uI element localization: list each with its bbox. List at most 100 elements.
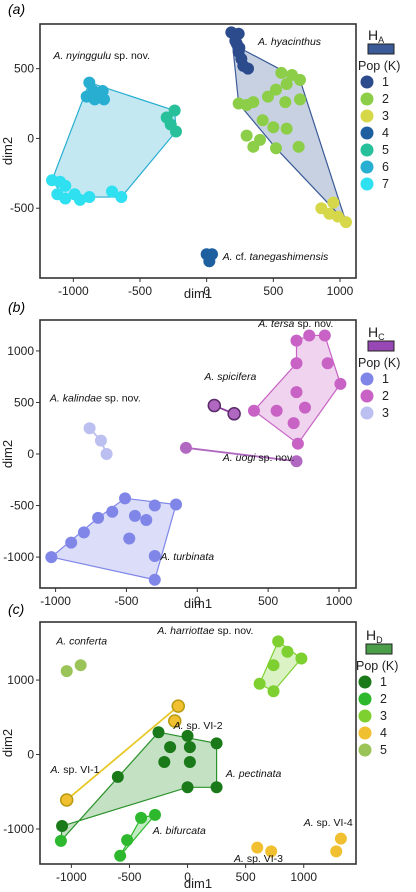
x-axis-title: dim1 xyxy=(184,596,212,611)
y-tick-label: -1000 xyxy=(3,822,34,836)
y-axis-title: dim2 xyxy=(0,729,15,757)
data-point xyxy=(83,191,96,204)
legend-swatch xyxy=(367,43,395,55)
data-point xyxy=(54,834,67,847)
data-point xyxy=(119,492,132,505)
data-point xyxy=(148,573,161,586)
data-point xyxy=(262,90,274,103)
legend-entry: 7 xyxy=(382,177,389,191)
data-point xyxy=(210,737,223,750)
x-tick-label: 500 xyxy=(258,594,278,608)
x-tick-label: 500 xyxy=(236,870,256,884)
data-point xyxy=(287,417,300,430)
data-point xyxy=(207,398,222,413)
x-tick-label: 0 xyxy=(184,870,191,884)
data-point xyxy=(280,122,293,135)
y-tick-label: 1000 xyxy=(7,344,34,358)
data-point xyxy=(295,652,308,665)
data-point xyxy=(292,140,305,153)
legend-marker xyxy=(358,692,372,706)
data-point xyxy=(340,216,352,229)
legend-entry: 4 xyxy=(380,726,387,740)
legend-marker xyxy=(360,389,374,403)
data-point xyxy=(77,526,90,539)
data-point xyxy=(94,434,107,447)
data-point xyxy=(158,755,171,768)
species-annotation: A. spicifera xyxy=(203,371,256,383)
data-point xyxy=(56,820,69,833)
data-point xyxy=(230,37,243,50)
y-tick-label: -500 xyxy=(10,499,34,513)
species-annotation: A. bifurcata xyxy=(152,825,206,837)
panel-label: (b) xyxy=(8,299,25,315)
legend-marker xyxy=(360,143,374,157)
data-point xyxy=(111,770,124,783)
y-tick-label: -500 xyxy=(10,201,34,215)
legend-marker xyxy=(360,126,374,140)
data-point xyxy=(294,93,306,106)
data-point xyxy=(267,685,280,698)
data-point xyxy=(270,83,282,96)
data-point xyxy=(74,659,87,672)
legend-swatch xyxy=(367,340,395,352)
legend: HA Pop (K) 1 2 3 4 5 6 7 xyxy=(358,27,400,191)
data-point xyxy=(181,781,194,794)
legend: HD Pop (K) 1 2 3 4 5 xyxy=(356,627,398,757)
data-point xyxy=(114,849,127,862)
data-point xyxy=(334,377,347,390)
y-tick-label: -1000 xyxy=(3,550,34,564)
legend-pop-label: Pop (K) xyxy=(356,659,398,673)
data-point xyxy=(135,811,148,824)
data-point xyxy=(247,404,260,417)
data-point xyxy=(59,793,74,807)
x-axis-title: dim1 xyxy=(184,286,212,301)
data-point xyxy=(279,96,292,109)
x-tick-label: 0 xyxy=(203,284,210,298)
x-tick-label: 1000 xyxy=(290,870,317,884)
species-annotation: A. sp. VI-4 xyxy=(303,817,353,829)
data-point xyxy=(171,699,185,713)
data-point xyxy=(179,441,192,454)
data-point xyxy=(148,550,161,563)
panel-3: (c) -1000 -500 0 500 1000 -1000 0 1000 dim1 dim2 A.… xyxy=(0,601,398,891)
x-tick-label: 0 xyxy=(194,594,201,608)
species-annotation: A. sp. VI-3 xyxy=(233,853,283,865)
species-annotation: A. tersa sp. nov. xyxy=(257,318,333,330)
data-point xyxy=(60,665,73,678)
data-point xyxy=(270,142,282,155)
data-point xyxy=(247,96,260,109)
x-axis-title: dim1 xyxy=(184,876,212,891)
x-tick-label: 500 xyxy=(263,284,283,298)
x-tick-label: 1000 xyxy=(326,594,353,608)
x-tick-label: -500 xyxy=(128,284,152,298)
x-tick-label: -1000 xyxy=(56,870,87,884)
legend-entry: 2 xyxy=(380,692,387,706)
data-point xyxy=(149,808,162,821)
plot-frame xyxy=(39,23,357,279)
legend-pop-label: Pop (K) xyxy=(358,356,400,370)
legend-marker xyxy=(358,743,372,757)
y-tick-label: 0 xyxy=(27,748,34,762)
legend-marker xyxy=(360,406,374,420)
data-point xyxy=(290,386,303,399)
data-point xyxy=(275,66,288,79)
panel-label: (c) xyxy=(8,601,24,617)
legend-marker xyxy=(360,92,374,106)
legend-entry: 2 xyxy=(382,92,389,106)
legend-entry: 1 xyxy=(380,675,387,689)
y-tick-label: 0 xyxy=(27,131,34,145)
data-point xyxy=(59,179,72,192)
y-tick-label: 0 xyxy=(27,447,34,461)
x-tick-label: -1000 xyxy=(58,284,89,298)
data-point xyxy=(183,741,196,754)
data-point xyxy=(98,93,110,106)
data-point xyxy=(128,509,141,522)
species-annotation: A. cf. tanegashimensis xyxy=(222,251,329,263)
data-point xyxy=(270,404,283,417)
data-point xyxy=(290,334,303,347)
data-point xyxy=(164,741,177,754)
x-tick-label: 1000 xyxy=(327,284,354,298)
data-point xyxy=(115,191,128,204)
legend-entry: 3 xyxy=(382,406,389,420)
y-tick-label: 500 xyxy=(14,62,34,76)
